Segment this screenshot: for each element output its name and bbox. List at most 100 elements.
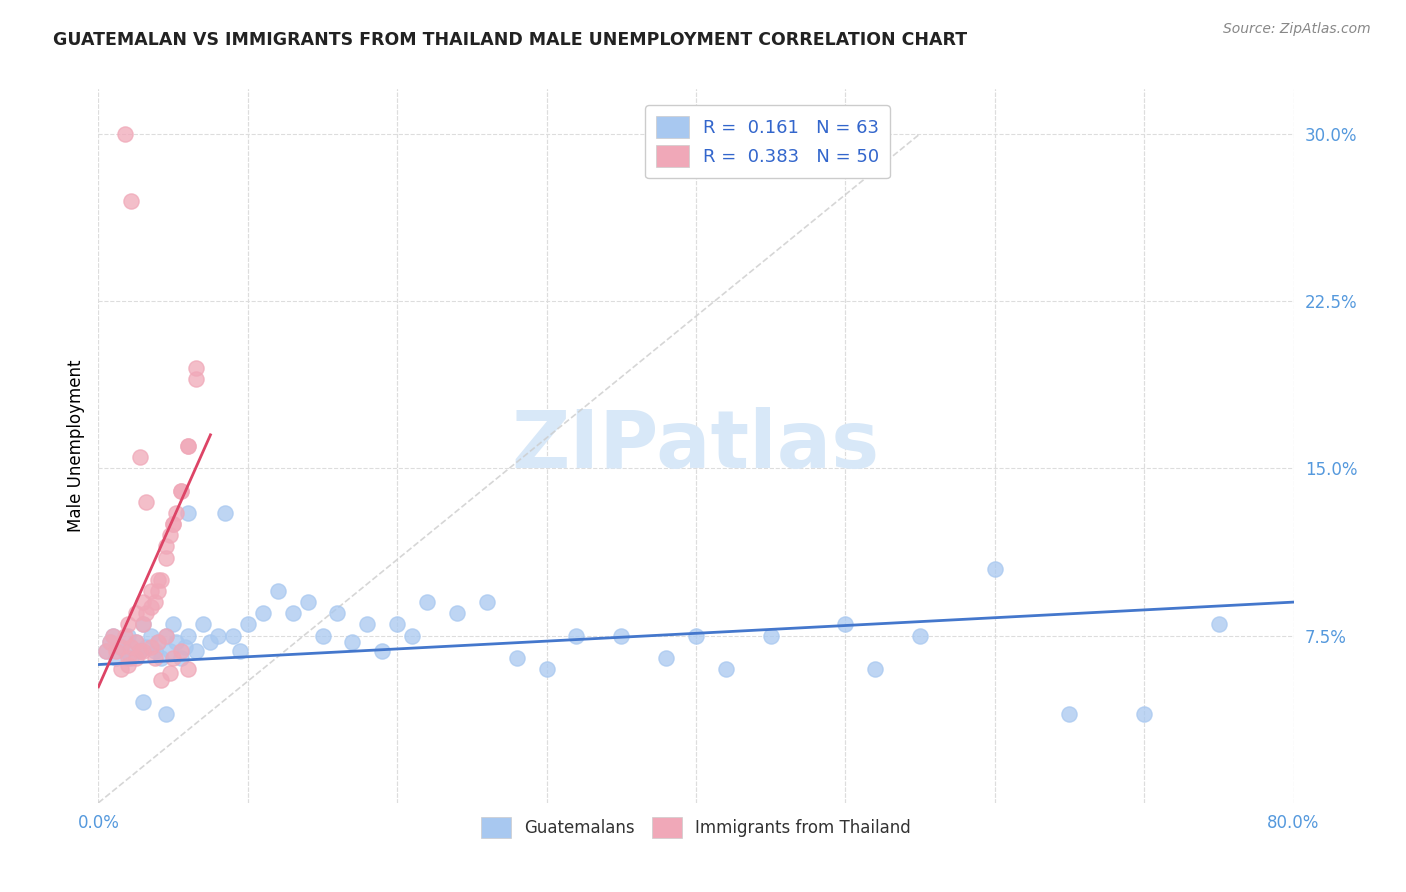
Point — [759, 628, 782, 642]
Point — [148, 635, 170, 649]
Y-axis label: Male Unemployment: Male Unemployment — [66, 359, 84, 533]
Point — [984, 562, 1007, 576]
Point — [401, 628, 423, 642]
Point — [177, 439, 200, 453]
Point — [162, 651, 184, 665]
Point — [117, 617, 139, 632]
Point — [129, 644, 152, 658]
Point — [177, 628, 200, 642]
Text: GUATEMALAN VS IMMIGRANTS FROM THAILAND MALE UNEMPLOYMENT CORRELATION CHART: GUATEMALAN VS IMMIGRANTS FROM THAILAND M… — [53, 31, 967, 49]
Point — [655, 651, 678, 665]
Point — [446, 607, 468, 621]
Point — [165, 506, 187, 520]
Point — [148, 635, 170, 649]
Point — [110, 640, 132, 654]
Point — [98, 635, 122, 649]
Point — [416, 595, 439, 609]
Point — [155, 628, 177, 642]
Point — [135, 640, 157, 654]
Point — [125, 607, 148, 621]
Point — [120, 640, 142, 654]
Point — [159, 528, 181, 542]
Point — [177, 662, 200, 676]
Point — [110, 640, 132, 654]
Point — [143, 651, 166, 665]
Point — [159, 644, 181, 658]
Point — [191, 617, 214, 632]
Point — [326, 607, 349, 621]
Point — [222, 628, 245, 642]
Point — [834, 617, 856, 632]
Point — [865, 662, 887, 676]
Point — [714, 662, 737, 676]
Point — [610, 628, 633, 642]
Point — [342, 635, 364, 649]
Point — [236, 617, 259, 632]
Point — [371, 644, 394, 658]
Point — [169, 483, 191, 498]
Point — [148, 573, 170, 587]
Point — [117, 657, 139, 672]
Point — [184, 644, 207, 658]
Point — [177, 506, 200, 520]
Point — [103, 628, 125, 642]
Point — [229, 644, 252, 658]
Point — [117, 651, 139, 665]
Point — [162, 516, 184, 531]
Point — [132, 696, 155, 710]
Point — [150, 651, 173, 665]
Point — [252, 607, 274, 621]
Point — [169, 483, 191, 498]
Point — [105, 644, 128, 658]
Point — [120, 194, 142, 208]
Point — [129, 450, 152, 464]
Point — [135, 607, 157, 621]
Legend: Guatemalans, Immigrants from Thailand: Guatemalans, Immigrants from Thailand — [474, 811, 918, 845]
Point — [114, 127, 136, 141]
Point — [105, 651, 128, 665]
Point — [565, 628, 588, 642]
Point — [98, 635, 122, 649]
Point — [536, 662, 558, 676]
Point — [114, 628, 136, 642]
Point — [139, 640, 162, 654]
Point — [135, 494, 157, 508]
Point — [110, 662, 132, 676]
Point — [103, 628, 125, 642]
Point — [165, 635, 187, 649]
Point — [184, 372, 207, 386]
Point — [200, 635, 222, 649]
Point — [281, 607, 304, 621]
Point — [169, 651, 191, 665]
Point — [162, 516, 184, 531]
Point — [132, 595, 155, 609]
Point — [685, 628, 707, 642]
Point — [184, 360, 207, 375]
Point — [1208, 617, 1230, 632]
Point — [155, 706, 177, 721]
Point — [132, 644, 155, 658]
Point — [120, 651, 142, 665]
Point — [311, 628, 333, 642]
Point — [174, 640, 197, 654]
Point — [132, 617, 155, 632]
Point — [114, 644, 136, 658]
Point — [155, 550, 177, 565]
Point — [162, 617, 184, 632]
Point — [150, 573, 173, 587]
Point — [94, 644, 117, 658]
Point — [117, 628, 139, 642]
Point — [207, 628, 229, 642]
Point — [475, 595, 498, 609]
Point — [506, 651, 529, 665]
Point — [94, 644, 117, 658]
Point — [297, 595, 319, 609]
Point — [143, 644, 166, 658]
Point — [125, 635, 148, 649]
Point — [143, 595, 166, 609]
Text: Source: ZipAtlas.com: Source: ZipAtlas.com — [1223, 22, 1371, 37]
Point — [129, 644, 152, 658]
Point — [385, 617, 409, 632]
Point — [159, 666, 181, 681]
Point — [177, 439, 200, 453]
